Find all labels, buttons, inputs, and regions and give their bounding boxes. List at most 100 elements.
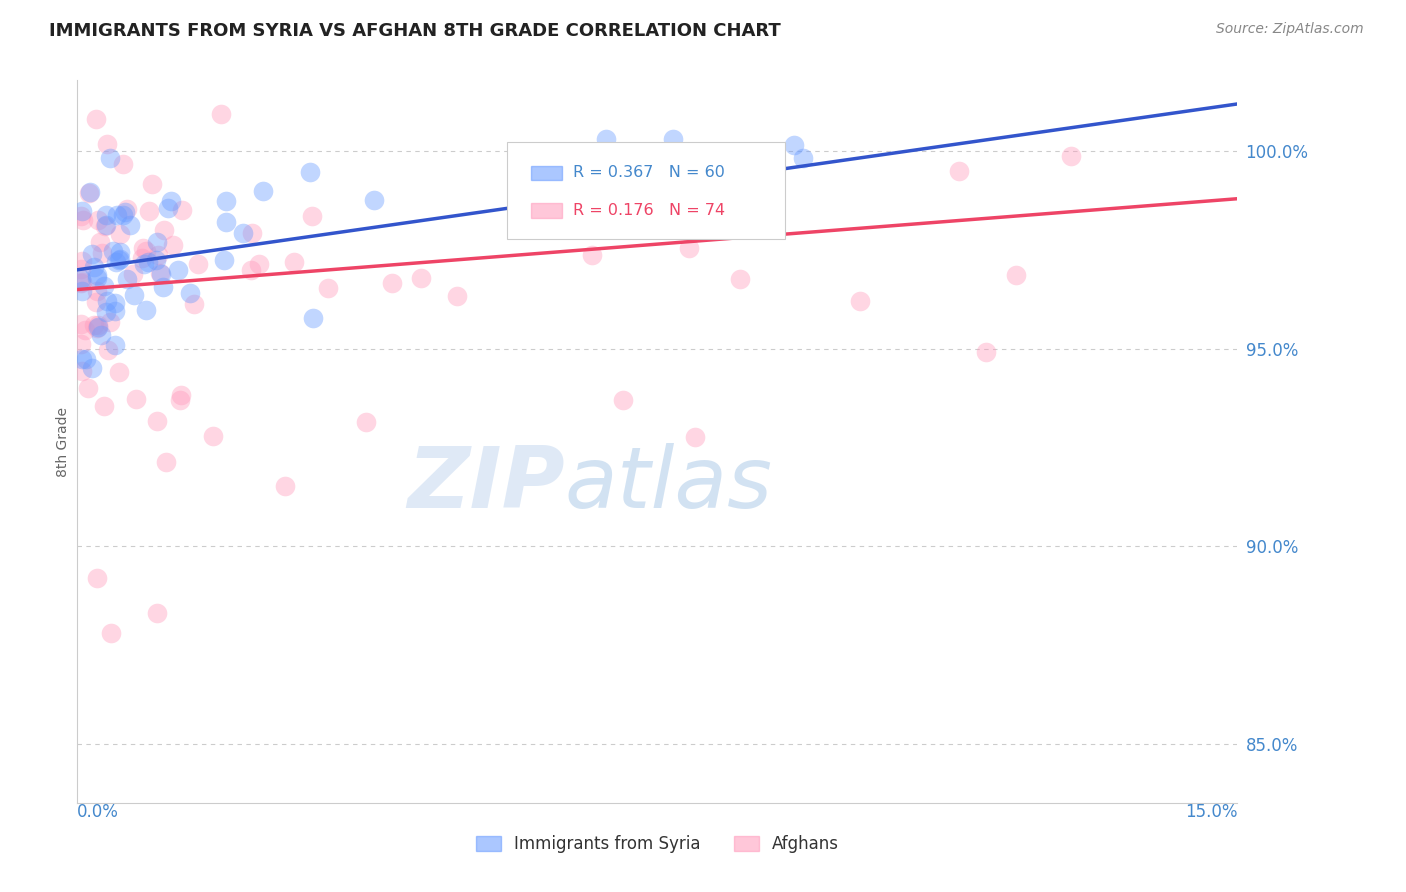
Point	[586, 194, 609, 208]
Point	[135, 302, 157, 317]
Point	[73, 323, 96, 337]
Point	[201, 429, 224, 443]
Point	[111, 157, 134, 171]
Point	[363, 194, 385, 208]
Point	[138, 204, 160, 219]
Point	[283, 254, 305, 268]
Point	[114, 205, 136, 219]
Point	[131, 251, 153, 265]
Point	[87, 320, 110, 334]
Point	[84, 112, 107, 127]
Point	[108, 227, 131, 241]
Point	[93, 219, 115, 233]
Point	[167, 263, 190, 277]
Point	[108, 244, 131, 259]
Point	[90, 327, 112, 342]
Point	[94, 218, 117, 232]
Point	[135, 244, 157, 258]
Point	[86, 268, 108, 283]
Point	[108, 253, 131, 268]
Point	[152, 280, 174, 294]
Point	[107, 208, 129, 222]
Point	[122, 288, 145, 302]
Point	[156, 201, 179, 215]
Point	[240, 227, 263, 241]
Point	[948, 163, 970, 178]
Point	[215, 194, 238, 208]
Text: 15.0%: 15.0%	[1185, 803, 1237, 821]
Point	[792, 151, 814, 165]
Point	[302, 310, 325, 325]
Point	[79, 185, 101, 199]
Point	[149, 267, 172, 281]
Point	[70, 276, 93, 290]
Point	[104, 304, 127, 318]
Point	[83, 318, 105, 333]
Text: IMMIGRANTS FROM SYRIA VS AFGHAN 8TH GRADE CORRELATION CHART: IMMIGRANTS FROM SYRIA VS AFGHAN 8TH GRAD…	[49, 22, 780, 40]
Point	[354, 415, 377, 429]
Point	[581, 247, 603, 261]
Point	[86, 318, 108, 333]
Point	[162, 238, 184, 252]
FancyBboxPatch shape	[531, 203, 562, 218]
Point	[247, 258, 270, 272]
Point	[170, 388, 193, 402]
Point	[98, 315, 121, 329]
Point	[70, 261, 93, 276]
Point	[132, 257, 155, 271]
Point	[683, 430, 706, 444]
Text: R = 0.367   N = 60: R = 0.367 N = 60	[572, 165, 724, 180]
Point	[82, 247, 104, 261]
Text: 0.0%: 0.0%	[77, 803, 120, 821]
Point	[740, 153, 762, 167]
FancyBboxPatch shape	[506, 142, 785, 239]
Point	[86, 271, 108, 285]
Point	[849, 293, 872, 308]
Point	[187, 257, 209, 271]
Point	[75, 351, 97, 366]
Point	[70, 272, 93, 286]
Point	[145, 253, 167, 268]
Point	[1060, 149, 1083, 163]
Point	[77, 186, 100, 200]
Legend: Immigrants from Syria, Afghans: Immigrants from Syria, Afghans	[468, 828, 846, 860]
Point	[108, 365, 131, 379]
Point	[728, 272, 751, 286]
Point	[316, 281, 339, 295]
Point	[146, 247, 169, 261]
Point	[105, 255, 128, 269]
Point	[70, 318, 93, 332]
Point	[89, 235, 111, 249]
Point	[149, 266, 172, 280]
Point	[183, 296, 205, 310]
Point	[179, 286, 201, 301]
Point	[70, 336, 93, 351]
Point	[121, 267, 143, 281]
Point	[1004, 268, 1026, 283]
Point	[70, 275, 93, 289]
Point	[131, 242, 153, 256]
Point	[94, 208, 117, 222]
Point	[240, 262, 263, 277]
Point	[84, 295, 107, 310]
Point	[70, 204, 93, 219]
Point	[125, 392, 148, 406]
Point	[83, 260, 105, 274]
Point	[662, 132, 685, 146]
Point	[103, 296, 125, 310]
Point	[112, 208, 135, 222]
Point	[141, 177, 163, 191]
Point	[136, 255, 159, 269]
Point	[70, 364, 93, 378]
Point	[664, 204, 686, 219]
Point	[212, 252, 235, 267]
Point	[94, 305, 117, 319]
Point	[160, 194, 183, 209]
Point	[974, 345, 997, 359]
Point	[145, 607, 167, 621]
Point	[70, 209, 93, 223]
Point	[252, 184, 274, 198]
Point	[118, 218, 141, 232]
Point	[301, 209, 323, 223]
Y-axis label: 8th Grade: 8th Grade	[56, 407, 70, 476]
